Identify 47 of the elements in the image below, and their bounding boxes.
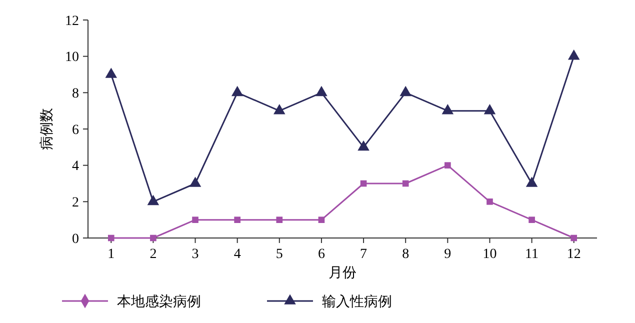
x-tick-label: 7 [360,247,368,262]
point [150,234,156,242]
x-tick-label: 10 [482,247,497,262]
x-tick-label: 11 [525,247,539,262]
point [192,216,198,223]
y-axis-title: 病例数 [39,108,55,150]
x-tick-label: 2 [150,247,157,262]
y-tick-label: 10 [65,50,79,66]
legend-label: 输入性病例 [322,294,392,310]
point [316,86,328,96]
y-tick-label: 6 [72,122,79,138]
y-tick-label: 0 [72,232,79,247]
point [568,50,580,60]
x-tick-label: 3 [192,247,199,262]
point [276,216,283,223]
x-tick-label: 12 [566,247,581,262]
point [318,216,325,223]
y-tick-label: 4 [72,159,79,174]
x-axis-title: 月份 [328,265,356,281]
point [528,216,535,223]
point [358,140,370,151]
x-tick-label: 8 [402,247,410,262]
point [484,104,496,114]
point [234,216,240,223]
point [147,194,160,206]
point [274,104,286,114]
y-tick-label: 2 [72,196,79,211]
x-tick-label: 6 [318,247,325,262]
x-tick-label: 5 [276,247,283,262]
point [526,176,538,187]
point [570,234,578,242]
point [105,68,118,78]
x-tick-label: 9 [444,247,452,262]
point [231,86,244,96]
point [108,234,114,242]
point [442,104,454,114]
legend-label: 本地感染病例 [117,294,201,310]
point [400,86,412,96]
x-tick-label: 1 [108,247,115,262]
point [189,176,202,187]
y-tick-label: 8 [72,86,79,102]
point [444,162,451,168]
point [360,180,367,187]
point [486,198,493,205]
point [402,180,409,187]
y-tick-label: 12 [65,14,79,29]
x-tick-label: 4 [234,247,241,262]
